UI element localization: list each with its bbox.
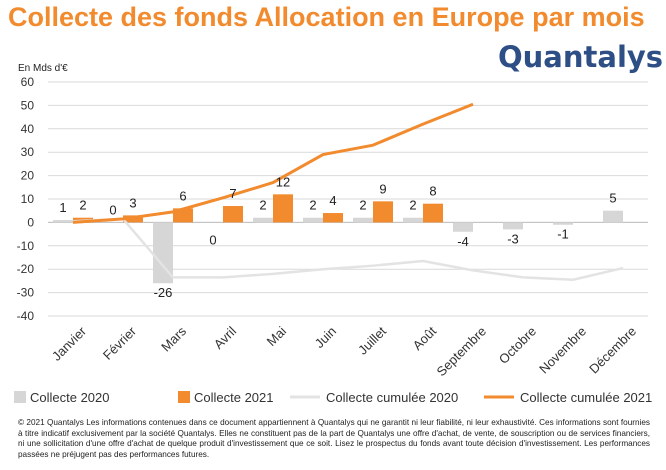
data-label-2020: -1 [557,227,569,242]
y-tick-label: 60 [21,75,35,89]
data-label-2020: -3 [507,231,519,246]
bar-collecte-2020 [253,217,273,223]
bar-collecte-2020 [553,222,573,225]
data-label-2021: 12 [276,174,290,189]
x-category-label: Juillet [355,323,389,357]
data-label-2020: 5 [609,191,616,206]
y-tick-label: 20 [21,169,35,183]
y-tick-label: 50 [21,98,35,112]
bar-collecte-2020 [453,222,473,232]
line-collecte-cumulee-2020 [72,217,624,281]
x-category-label: Juin [312,324,339,351]
data-label-2020: 1 [59,200,66,215]
x-category-label: Novembre [536,324,589,377]
y-tick-label: 40 [21,122,35,136]
y-tick-label: -30 [17,286,35,300]
y-tick-label: 10 [21,192,35,206]
x-category-label: Mai [264,323,289,348]
data-label-2020: 2 [409,198,416,213]
data-label-2021: 2 [79,198,86,213]
data-label-2020: -4 [457,234,469,249]
data-label-2020: 2 [359,198,366,213]
quantalys-logo: Quantalys [498,40,663,74]
bar-collecte-2021 [273,194,293,223]
bar-collecte-2020 [303,217,323,223]
data-label-2021: 7 [229,186,236,201]
y-tick-label: -20 [17,262,35,276]
bar-collecte-2021 [223,206,243,223]
data-label-2021: 4 [329,193,336,208]
legend-label: Collecte cumulée 2020 [326,390,458,405]
x-category-label: Février [100,323,140,363]
chart-title: Collecte des fonds Allocation en Europe … [8,2,645,32]
data-label-2021: 8 [429,184,436,199]
bar-collecte-2021 [423,203,443,223]
data-label-2021: 6 [179,188,186,203]
x-category-label: Août [410,323,440,353]
bar-collecte-2020 [503,222,523,230]
data-label-2020: -26 [154,285,173,300]
logo-text: Quantalys [498,40,664,74]
bar-collecte-2020 [353,217,373,223]
bar-collecte-2020 [153,222,173,284]
x-category-label: Décembre [586,324,639,377]
x-category-label: Mars [158,323,189,354]
legend-swatch [14,391,26,403]
x-category-label: Octobre [496,324,539,367]
data-label-2020: 0 [109,202,116,217]
legend-label: Collecte 2021 [194,390,274,405]
data-label-2021: 3 [129,195,136,210]
line-collecte-cumulee-2021 [72,102,474,224]
x-category-label: Janvier [49,323,90,364]
data-label-2020: 2 [259,198,266,213]
legend-label: Collecte cumulée 2021 [520,390,652,405]
legend-label: Collecte 2020 [30,390,110,405]
data-label-2020: 2 [309,198,316,213]
y-tick-label: 30 [21,145,35,159]
x-category-label: Septembre [434,324,490,380]
x-category-label: Avril [211,323,239,351]
bar-collecte-2020 [53,220,73,223]
y-axis-unit-label: En Mds d'€ [18,63,68,74]
bar-collecte-2020 [403,217,423,223]
data-label-2020: 0 [209,232,216,247]
y-tick-label: -10 [17,239,35,253]
bar-collecte-2020 [603,210,623,223]
bar-collecte-2021 [373,201,393,223]
y-tick-label: -40 [17,309,35,323]
y-tick-label: 0 [27,215,34,229]
legend-swatch [178,391,190,403]
footnote-disclaimer: © 2021 Quantalys Les informations conten… [18,418,650,459]
data-label-2021: 9 [379,181,386,196]
bar-collecte-2021 [323,213,343,223]
